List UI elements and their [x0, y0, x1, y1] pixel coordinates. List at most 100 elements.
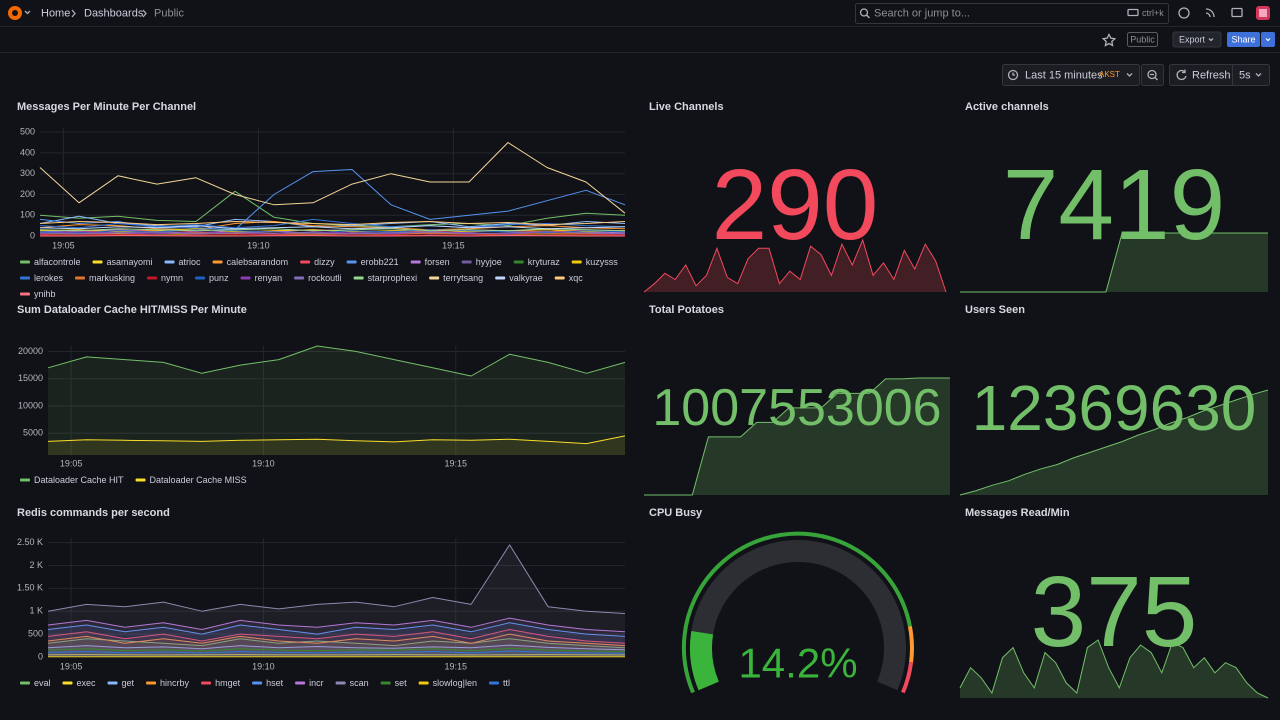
- refresh-picker[interactable]: [1169, 64, 1270, 86]
- series-line: [47, 435, 626, 445]
- breadcrumb[interactable]: Home: [41, 7, 70, 19]
- legend-swatch: [20, 292, 30, 296]
- legend-item[interactable]: nymn: [147, 273, 183, 283]
- legend-label: slowlog|len: [433, 678, 477, 688]
- legend-item[interactable]: alfacontrole: [20, 257, 81, 267]
- series-area: [48, 346, 625, 455]
- legend-item[interactable]: hincrby: [146, 678, 190, 688]
- threshold-band: [907, 626, 914, 663]
- search-box[interactable]: [855, 3, 1169, 24]
- gauge-track: [690, 540, 906, 691]
- legend-item[interactable]: valkyrae: [495, 273, 543, 283]
- legend-label: ttl: [503, 678, 510, 688]
- y-tick-label: 500: [20, 127, 35, 137]
- clock-hands: [1012, 72, 1015, 76]
- legend-item[interactable]: kryturaz: [513, 257, 561, 267]
- series-line: [47, 629, 626, 644]
- legend-label: exec: [77, 678, 97, 688]
- legend-item[interactable]: dizzy: [300, 257, 335, 267]
- legend-item[interactable]: Dataloader Cache HIT: [20, 475, 124, 485]
- legend-item[interactable]: punz: [195, 273, 229, 283]
- legend-swatch: [240, 276, 251, 280]
- share-dropdown[interactable]: [1261, 32, 1275, 47]
- y-tick-label: 20000: [18, 346, 43, 356]
- y-tick-label: 10000: [18, 400, 43, 410]
- legend-item[interactable]: forsen: [410, 257, 450, 267]
- legend-item[interactable]: hset: [252, 678, 284, 688]
- legend-item[interactable]: Dataloader Cache MISS: [135, 475, 247, 485]
- legend-item[interactable]: renyan: [240, 273, 283, 283]
- share-button[interactable]: [1227, 32, 1260, 47]
- refresh-label: Refresh: [1192, 69, 1231, 81]
- stat-panel: 7419: [960, 149, 1268, 293]
- legend-swatch: [146, 681, 157, 685]
- legend-label: alfacontrole: [34, 257, 81, 267]
- export-button[interactable]: [1172, 31, 1222, 48]
- legend-item[interactable]: scan: [335, 678, 369, 688]
- legend-item[interactable]: ynihb: [20, 289, 56, 299]
- star-icon[interactable]: [1101, 33, 1117, 47]
- legend-item[interactable]: hmget: [201, 678, 241, 688]
- y-tick-label: 0: [30, 230, 35, 240]
- help-icon[interactable]: [1178, 7, 1190, 19]
- series-line: [47, 650, 626, 654]
- legend-label: get: [122, 678, 135, 688]
- keyboard-icon: [1127, 8, 1139, 17]
- legend-swatch: [461, 260, 472, 264]
- breadcrumb[interactable]: Dashboards: [84, 7, 144, 19]
- y-tick-label: 1.50 K: [17, 583, 43, 593]
- legend-label: punz: [209, 273, 229, 283]
- legend-label: atrioc: [179, 257, 202, 267]
- legend-item[interactable]: erobb221: [346, 257, 399, 267]
- legend-item[interactable]: asamayomi: [92, 257, 153, 267]
- legend-label: forsen: [425, 257, 450, 267]
- y-tick-label: 300: [20, 168, 35, 178]
- legend-item[interactable]: markusking: [75, 273, 135, 283]
- legend-item[interactable]: hyyjoe: [461, 257, 502, 267]
- refresh-icon: [1176, 69, 1187, 81]
- stat-panel: 375: [959, 556, 1269, 699]
- legend-item[interactable]: atrioc: [164, 257, 202, 267]
- series-line: [47, 617, 626, 633]
- y-tick-label: 1 K: [29, 606, 43, 616]
- legend-item[interactable]: lerokes: [20, 273, 64, 283]
- panel: [8, 299, 630, 495]
- legend-item[interactable]: kuzysss: [571, 257, 619, 267]
- zoom-icon-detail: [1150, 73, 1158, 81]
- legend-label: hincrby: [160, 678, 190, 688]
- legend-label: markusking: [89, 273, 135, 283]
- legend-item[interactable]: calebsarandom: [212, 257, 289, 267]
- legend-item[interactable]: eval: [20, 678, 51, 688]
- legend-swatch: [147, 276, 158, 280]
- legend-item[interactable]: set: [380, 678, 408, 688]
- panel: [956, 96, 1272, 292]
- legend-item[interactable]: ttl: [489, 678, 510, 688]
- legend-label: valkyrae: [509, 273, 543, 283]
- legend-item[interactable]: slowlog|len: [418, 678, 477, 688]
- legend-item[interactable]: starprophexi: [353, 273, 418, 283]
- legend-item[interactable]: incr: [295, 678, 324, 688]
- legend-label: dizzy: [314, 257, 335, 267]
- legend-item[interactable]: terrytsang: [429, 273, 483, 283]
- legend-swatch: [295, 681, 306, 685]
- series-line: [39, 225, 626, 230]
- legend-item[interactable]: exec: [62, 678, 97, 688]
- legend-item[interactable]: rockoutli: [294, 273, 342, 283]
- legend-item[interactable]: get: [107, 678, 135, 688]
- time-picker[interactable]: [1002, 64, 1140, 86]
- legend-swatch: [300, 260, 311, 264]
- y-tick-label: 400: [20, 147, 35, 157]
- breadcrumb-current: Public: [154, 7, 184, 19]
- legend-swatch: [20, 681, 30, 685]
- legend-label: kuzysss: [586, 257, 619, 267]
- export-chevron: [1208, 38, 1214, 42]
- series-line: [39, 231, 626, 235]
- legend-item[interactable]: xqc: [554, 273, 584, 283]
- legend-label: scan: [350, 678, 369, 688]
- series-area: [48, 435, 625, 455]
- x-tick-label: 19:05: [60, 661, 83, 671]
- series-line: [47, 633, 626, 647]
- stat-value: 290: [712, 149, 879, 261]
- kiosk-icon[interactable]: [1231, 7, 1243, 18]
